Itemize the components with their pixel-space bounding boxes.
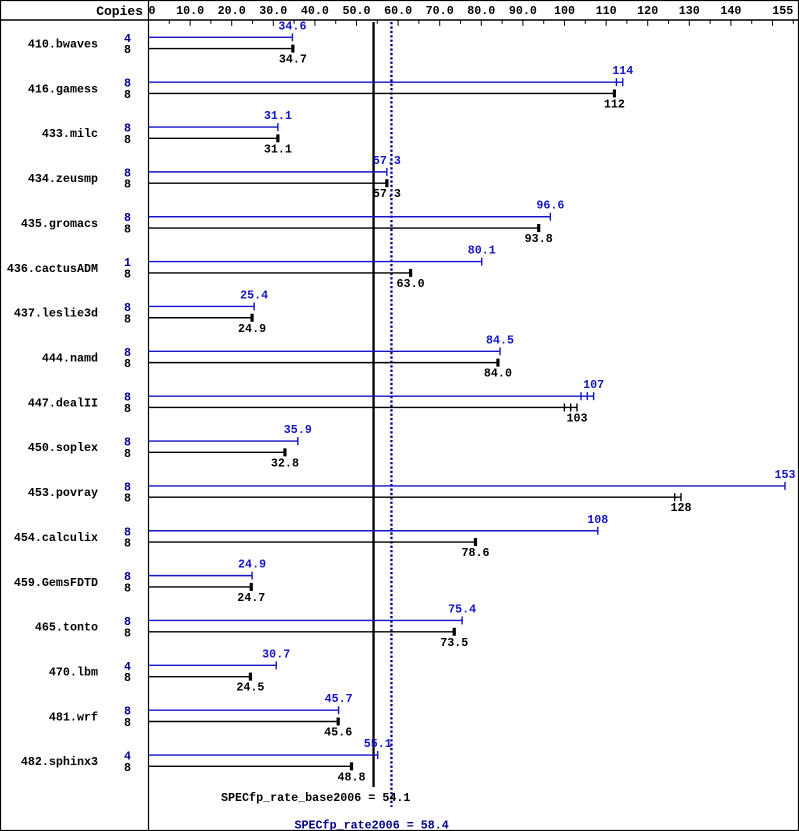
svg-text:110: 110 — [596, 4, 617, 18]
svg-text:8: 8 — [124, 492, 131, 506]
svg-text:482.sphinx3: 482.sphinx3 — [21, 755, 98, 769]
svg-text:Copies: Copies — [96, 4, 143, 19]
svg-text:60.0: 60.0 — [384, 4, 412, 18]
svg-text:32.8: 32.8 — [271, 456, 299, 470]
svg-text:454.calculix: 454.calculix — [14, 531, 98, 545]
svg-text:453.povray: 453.povray — [28, 486, 98, 500]
svg-text:24.7: 24.7 — [237, 591, 265, 605]
svg-text:100: 100 — [554, 4, 575, 18]
svg-text:155: 155 — [772, 4, 793, 18]
svg-text:435.gromacs: 435.gromacs — [21, 217, 98, 231]
svg-text:8: 8 — [124, 537, 131, 551]
svg-text:447.dealII: 447.dealII — [28, 396, 98, 410]
svg-text:8: 8 — [124, 178, 131, 192]
svg-text:114: 114 — [612, 64, 633, 78]
svg-text:8: 8 — [124, 223, 131, 237]
svg-text:84.0: 84.0 — [484, 367, 512, 381]
svg-text:459.GemsFDTD: 459.GemsFDTD — [14, 576, 98, 590]
svg-text:8: 8 — [124, 761, 131, 775]
svg-text:128: 128 — [670, 501, 691, 515]
svg-text:90.0: 90.0 — [509, 4, 537, 18]
svg-text:25.4: 25.4 — [240, 288, 268, 302]
svg-text:SPECfp_rate_base2006 = 54.1: SPECfp_rate_base2006 = 54.1 — [221, 791, 410, 805]
svg-text:70.0: 70.0 — [426, 4, 454, 18]
svg-text:34.7: 34.7 — [279, 53, 307, 67]
svg-text:8: 8 — [124, 312, 131, 326]
svg-text:34.6: 34.6 — [278, 19, 306, 33]
svg-text:10.0: 10.0 — [176, 4, 204, 18]
svg-text:103: 103 — [566, 411, 587, 425]
svg-text:8: 8 — [124, 133, 131, 147]
svg-text:410.bwaves: 410.bwaves — [28, 37, 98, 51]
svg-text:35.9: 35.9 — [284, 423, 312, 437]
svg-text:8: 8 — [124, 626, 131, 640]
svg-text:120: 120 — [637, 4, 658, 18]
svg-text:50.0: 50.0 — [342, 4, 370, 18]
svg-text:437.leslie3d: 437.leslie3d — [14, 307, 98, 321]
svg-text:434.zeusmp: 434.zeusmp — [28, 172, 98, 186]
svg-text:73.5: 73.5 — [440, 636, 468, 650]
svg-text:8: 8 — [124, 267, 131, 281]
svg-text:8: 8 — [124, 716, 131, 730]
svg-text:20.0: 20.0 — [218, 4, 246, 18]
svg-text:8: 8 — [124, 43, 131, 57]
svg-text:470.lbm: 470.lbm — [49, 665, 98, 679]
svg-text:45.7: 45.7 — [325, 692, 353, 706]
svg-text:31.1: 31.1 — [264, 142, 292, 156]
svg-text:24.9: 24.9 — [238, 558, 266, 572]
svg-text:57.3: 57.3 — [373, 187, 401, 201]
svg-text:436.cactusADM: 436.cactusADM — [7, 262, 98, 276]
svg-text:SPECfp_rate2006 = 58.4: SPECfp_rate2006 = 58.4 — [295, 819, 449, 831]
svg-text:93.8: 93.8 — [525, 232, 553, 246]
svg-text:8: 8 — [124, 581, 131, 595]
svg-text:107: 107 — [583, 378, 604, 392]
svg-text:24.9: 24.9 — [238, 322, 266, 336]
svg-text:40.0: 40.0 — [301, 4, 329, 18]
svg-text:481.wrf: 481.wrf — [49, 710, 98, 724]
svg-text:8: 8 — [124, 447, 131, 461]
svg-text:24.5: 24.5 — [236, 681, 264, 695]
svg-text:84.5: 84.5 — [486, 333, 514, 347]
svg-text:450.soplex: 450.soplex — [28, 441, 98, 455]
svg-text:31.1: 31.1 — [264, 109, 292, 123]
svg-text:0: 0 — [149, 4, 156, 18]
svg-text:8: 8 — [124, 357, 131, 371]
svg-text:75.4: 75.4 — [448, 602, 476, 616]
svg-text:8: 8 — [124, 402, 131, 416]
svg-text:63.0: 63.0 — [397, 277, 425, 291]
svg-text:8: 8 — [124, 671, 131, 685]
svg-text:465.tonto: 465.tonto — [35, 621, 98, 635]
svg-text:444.namd: 444.namd — [42, 351, 98, 365]
svg-text:55.1: 55.1 — [364, 737, 392, 751]
svg-text:80.0: 80.0 — [467, 4, 495, 18]
svg-text:8: 8 — [124, 88, 131, 102]
svg-text:112: 112 — [604, 97, 625, 111]
svg-text:57.3: 57.3 — [373, 154, 401, 168]
svg-text:433.milc: 433.milc — [42, 127, 98, 141]
svg-text:140: 140 — [720, 4, 741, 18]
svg-text:48.8: 48.8 — [337, 770, 365, 784]
svg-text:30.7: 30.7 — [262, 647, 290, 661]
svg-text:80.1: 80.1 — [468, 244, 496, 258]
svg-text:416.gamess: 416.gamess — [28, 82, 98, 96]
svg-text:108: 108 — [587, 513, 608, 527]
svg-text:45.6: 45.6 — [324, 726, 352, 740]
svg-text:130: 130 — [679, 4, 700, 18]
svg-text:78.6: 78.6 — [461, 546, 489, 560]
svg-text:30.0: 30.0 — [259, 4, 287, 18]
svg-text:96.6: 96.6 — [536, 199, 564, 213]
svg-text:153: 153 — [774, 468, 795, 482]
